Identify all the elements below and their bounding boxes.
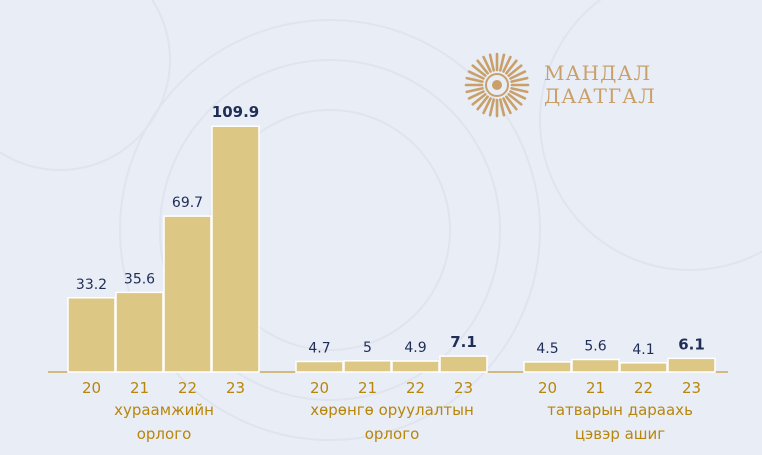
sun-ray [471, 64, 487, 77]
sun-emblem-icon [464, 52, 530, 118]
sun-ray [510, 76, 529, 83]
x-tick-label: 23 [682, 379, 701, 397]
bar [523, 361, 572, 373]
bar [115, 291, 164, 373]
logo-line-1: МАНДАЛ [544, 61, 652, 85]
sun-ray [467, 70, 485, 80]
data-label: 109.9 [212, 103, 259, 121]
sun-ray [502, 55, 512, 73]
group-label: хураамжийн [114, 401, 214, 419]
sun-ray [510, 87, 529, 94]
x-tick-label: 22 [406, 379, 425, 397]
sun-ray [499, 53, 506, 72]
bar [391, 360, 440, 373]
data-label: 33.2 [76, 277, 107, 293]
data-label: 4.5 [536, 341, 558, 357]
data-label: 69.7 [172, 195, 203, 211]
bar [439, 355, 488, 373]
sun-ray [488, 98, 495, 117]
bar [295, 360, 344, 373]
x-tick-label: 23 [454, 379, 473, 397]
sun-ray [482, 55, 492, 73]
x-tick-label: 21 [130, 379, 149, 397]
sun-ray [509, 70, 527, 80]
data-label: 4.7 [308, 340, 330, 356]
sun-ray [471, 93, 487, 106]
sun-ray [499, 98, 506, 117]
group-label: орлого [365, 425, 420, 443]
bar [667, 357, 716, 373]
data-label: 5.6 [584, 338, 606, 354]
x-tick-label: 23 [226, 379, 245, 397]
group-label: татварын дараахь [547, 401, 693, 419]
bar [571, 358, 620, 373]
data-label: 4.9 [404, 340, 426, 356]
x-tick-label: 22 [178, 379, 197, 397]
data-label: 7.1 [450, 333, 477, 351]
sun-ray [502, 97, 512, 115]
bar [211, 125, 260, 373]
sun-ray [505, 95, 518, 111]
data-label: 5 [363, 340, 372, 356]
sun-ray [476, 59, 489, 75]
data-label: 35.6 [124, 271, 155, 287]
logo-text: МАНДАЛ ДААТГАЛ [544, 62, 656, 108]
x-tick-label: 20 [82, 379, 101, 397]
group-label: хөрөнгө оруулалтын [310, 401, 474, 419]
bar [163, 215, 212, 373]
bars-layer: 33.2 20 35.6 21 69.7 22 109.9 23 хураамжийн орлог… [67, 103, 716, 443]
group-label: цэвэр ашиг [575, 425, 665, 443]
sun-ray [507, 64, 523, 77]
group-label: орлого [137, 425, 192, 443]
sun-ray [505, 59, 518, 75]
logo-line-2: ДААТГАЛ [544, 84, 656, 108]
bar [619, 362, 668, 373]
sun-ray [482, 97, 492, 115]
x-tick-label: 22 [634, 379, 653, 397]
bar [343, 360, 392, 373]
company-logo: МАНДАЛ ДААТГАЛ [462, 50, 662, 120]
sun-ray [507, 93, 523, 106]
sun-ray [509, 90, 527, 100]
sun-ray [488, 53, 495, 72]
x-tick-label: 20 [538, 379, 557, 397]
sun-ray [465, 76, 484, 83]
sun-ray [476, 95, 489, 111]
x-tick-label: 21 [586, 379, 605, 397]
data-label: 4.1 [632, 342, 654, 358]
sun-ray [465, 87, 484, 94]
bar [67, 297, 116, 373]
data-label: 6.1 [678, 335, 705, 353]
x-tick-label: 20 [310, 379, 329, 397]
x-tick-label: 21 [358, 379, 377, 397]
sun-ray [467, 90, 485, 100]
